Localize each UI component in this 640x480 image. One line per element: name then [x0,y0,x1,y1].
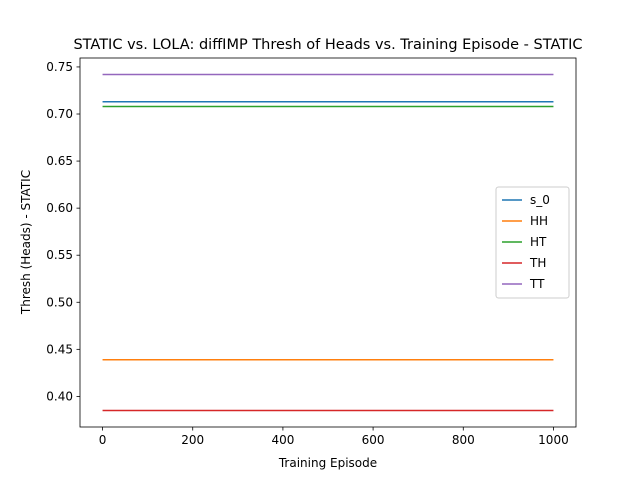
x-tick-label: 800 [452,433,475,447]
y-tick-label: 0.40 [46,389,73,403]
legend-label-tt: TT [529,277,545,291]
legend-label-ht: HT [530,235,547,249]
x-tick-label: 400 [271,433,294,447]
chart-title: STATIC vs. LOLA: diffIMP Thresh of Heads… [73,37,582,53]
y-tick-label: 0.50 [46,295,73,309]
legend-box [495,186,570,299]
x-axis-label: Training Episode [278,456,377,470]
legend-label-th: TH [529,256,546,270]
y-tick-label: 0.60 [46,201,73,215]
y-tick-label: 0.75 [46,60,73,74]
axes-frame [79,57,577,428]
legend-label-s-0: s_0 [530,193,550,207]
axes: 0 200 400 600 800 1000 0.40 0.45 0.50 0.55 0.60 0.6… [46,57,577,447]
y-tick-label: 0.65 [46,154,73,168]
x-tick-label: 0 [99,433,107,447]
plot-area [102,73,554,412]
x-tick-label: 200 [181,433,204,447]
x-tick-label: 600 [362,433,385,447]
y-tick-label: 0.55 [46,248,73,262]
legend-label-hh: HH [530,214,548,228]
y-tick-label: 0.70 [46,107,73,121]
legend: s_0 HH HT TH TT [495,186,570,299]
y-axis-label: Thresh (Heads) - STATIC [19,170,33,315]
x-tick-label: 1000 [538,433,569,447]
y-tick-label: 0.45 [46,342,73,356]
